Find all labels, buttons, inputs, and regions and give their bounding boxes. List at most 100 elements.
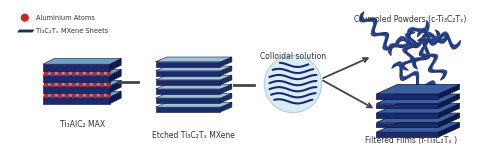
Polygon shape [156,98,220,103]
Circle shape [80,82,82,85]
Circle shape [44,84,47,86]
Polygon shape [156,71,220,76]
Circle shape [80,71,82,74]
Polygon shape [156,66,232,71]
Circle shape [58,82,61,85]
Polygon shape [376,113,460,123]
Polygon shape [156,84,232,89]
Polygon shape [43,97,110,104]
Circle shape [108,73,110,75]
Polygon shape [220,57,232,67]
Polygon shape [156,62,220,67]
Text: Aluminium Atoms: Aluminium Atoms [36,15,95,21]
Polygon shape [17,30,34,32]
Circle shape [58,71,61,74]
Circle shape [86,73,89,75]
Polygon shape [220,102,232,112]
Circle shape [52,84,54,86]
Circle shape [72,84,75,86]
Circle shape [94,82,96,85]
Circle shape [72,73,75,75]
Circle shape [94,93,96,95]
Circle shape [66,84,68,86]
Polygon shape [220,84,232,94]
Circle shape [22,14,28,21]
Circle shape [100,82,103,85]
Polygon shape [376,104,460,113]
Polygon shape [43,80,121,86]
Text: Filtered Films (f-Ti₃C₂Tₓ ): Filtered Films (f-Ti₃C₂Tₓ ) [365,137,458,145]
Text: Ti₃C₂Tₓ MXene Sheets: Ti₃C₂Tₓ MXene Sheets [36,28,109,34]
Circle shape [44,93,47,95]
Circle shape [66,82,68,85]
Circle shape [80,84,82,86]
Circle shape [58,95,61,97]
Circle shape [58,93,61,95]
Circle shape [100,95,103,97]
Polygon shape [156,102,232,107]
Circle shape [52,82,54,85]
Polygon shape [43,69,121,75]
Polygon shape [220,66,232,76]
Polygon shape [438,104,460,118]
Polygon shape [110,91,121,104]
Polygon shape [376,94,460,104]
Circle shape [72,71,75,74]
Polygon shape [43,86,110,93]
Circle shape [264,55,322,113]
Polygon shape [376,123,460,132]
Text: Colloidal solution: Colloidal solution [260,52,326,61]
Circle shape [94,73,96,75]
Circle shape [72,95,75,97]
Polygon shape [376,104,438,108]
Circle shape [52,95,54,97]
Circle shape [80,73,82,75]
Polygon shape [110,69,121,82]
Polygon shape [110,80,121,93]
Polygon shape [156,80,220,85]
Circle shape [80,93,82,95]
Polygon shape [156,75,232,80]
Circle shape [86,95,89,97]
Circle shape [58,84,61,86]
Polygon shape [376,94,438,99]
Circle shape [52,73,54,75]
Circle shape [44,71,47,74]
Circle shape [80,95,82,97]
Circle shape [66,93,68,95]
Circle shape [100,93,103,95]
Polygon shape [156,107,220,112]
Circle shape [72,93,75,95]
Circle shape [58,73,61,75]
Circle shape [44,73,47,75]
Circle shape [86,93,89,95]
Polygon shape [43,91,121,97]
Circle shape [66,71,68,74]
Polygon shape [376,113,438,118]
Circle shape [52,71,54,74]
Circle shape [86,82,89,85]
Circle shape [72,82,75,85]
Polygon shape [376,84,460,94]
Polygon shape [43,75,110,82]
Circle shape [108,93,110,95]
Circle shape [108,95,110,97]
Polygon shape [110,58,121,71]
Circle shape [108,82,110,85]
Circle shape [108,84,110,86]
Polygon shape [438,113,460,127]
Polygon shape [156,93,232,98]
Polygon shape [376,132,438,137]
Polygon shape [376,123,438,127]
Circle shape [86,84,89,86]
Polygon shape [438,94,460,108]
Circle shape [44,82,47,85]
Polygon shape [43,64,110,71]
Circle shape [86,71,89,74]
Circle shape [100,73,103,75]
Polygon shape [43,58,121,64]
Circle shape [100,84,103,86]
Circle shape [108,71,110,74]
Text: Etched Ti₃C₂Tₓ MXene: Etched Ti₃C₂Tₓ MXene [152,131,235,140]
Circle shape [94,95,96,97]
